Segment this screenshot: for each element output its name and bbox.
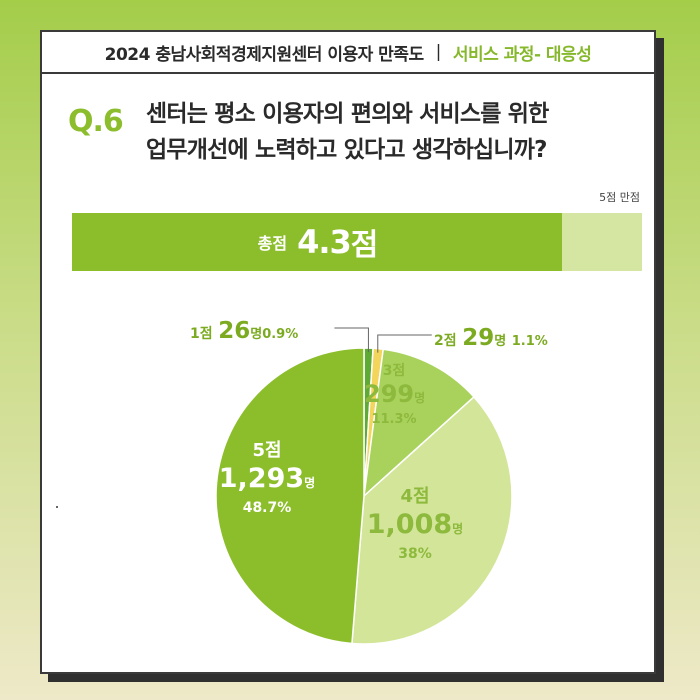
label-3-category: 3점	[382, 363, 406, 379]
pie-chart	[215, 327, 513, 645]
decorative-dot	[56, 506, 58, 508]
label-score-1: 1점 26명0.9%	[190, 318, 298, 344]
label-score-3: 3점 299명 11.3%	[364, 360, 426, 427]
label-2-unit: 명	[494, 334, 507, 349]
max-score-label: 5점 만점	[599, 191, 640, 204]
label-2-percent: 1.1%	[511, 334, 548, 349]
total-score-fill	[72, 213, 563, 271]
label-score-5: 5점 1,293명 48.7%	[202, 436, 332, 516]
question-line-1: 센터는 평소 이용자의 편의와 서비스를 위한	[146, 101, 549, 127]
label-3-count: 299	[364, 380, 415, 408]
question-line-2: 업무개선에 노력하고 있다고 생각하십니까?	[146, 137, 547, 163]
label-1-unit: 명	[250, 327, 263, 342]
total-label: 총점	[257, 234, 288, 253]
label-4-percent: 38%	[398, 546, 432, 562]
label-5-count: 1,293	[218, 463, 305, 494]
question-number: Q.6	[68, 104, 124, 139]
label-4-count: 1,008	[366, 509, 453, 540]
pie-slice-4	[351, 395, 513, 645]
survey-card: 2024 충남사회적경제지원센터 이용자 만족도 | 서비스 과정- 대응성 Q…	[40, 30, 656, 674]
total-score-unit: 점	[350, 228, 379, 263]
label-score-4: 4점 1,008명 38%	[360, 482, 470, 562]
pie-slice-5	[215, 347, 365, 645]
total-score-bar: 총점 4.3 점	[72, 213, 642, 271]
label-1-category: 1점	[190, 326, 213, 342]
header-bar: 2024 충남사회적경제지원센터 이용자 만족도 | 서비스 과정- 대응성	[42, 32, 654, 74]
label-4-category: 4점	[400, 486, 430, 507]
total-score-value: 4.3	[297, 223, 352, 261]
label-score-2: 2점 29명 1.1%	[434, 325, 548, 351]
label-5-category: 5점	[252, 440, 282, 461]
label-2-count: 29	[462, 325, 495, 351]
label-5-percent: 48.7%	[242, 500, 292, 516]
label-1-count: 26	[218, 318, 251, 344]
label-5-unit: 명	[304, 476, 316, 490]
label-3-unit: 명	[414, 391, 426, 405]
question-text: 센터는 평소 이용자의 편의와 서비스를 위한 업무개선에 노력하고 있다고 생…	[146, 96, 626, 168]
pie-slice-3	[362, 348, 476, 498]
label-3-percent: 11.3%	[371, 412, 417, 427]
label-2-category: 2점	[434, 333, 457, 349]
survey-title: 2024 충남사회적경제지원센터 이용자 만족도	[104, 44, 424, 65]
leader-line-1	[334, 327, 369, 353]
survey-category: 서비스 과정- 대응성	[452, 44, 592, 65]
label-1-percent: 0.9%	[262, 327, 299, 342]
leader-line-2	[377, 334, 432, 353]
header-separator: |	[435, 42, 442, 62]
total-score-label: 총점 4.3 점	[72, 213, 564, 271]
label-4-unit: 명	[452, 522, 464, 536]
